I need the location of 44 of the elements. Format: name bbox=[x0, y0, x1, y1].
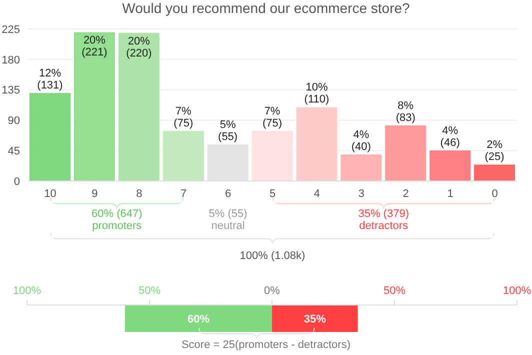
x-tick-label: 0% bbox=[264, 285, 280, 297]
x-tick-label: 10 bbox=[44, 188, 56, 200]
data-label: 12% (131) bbox=[37, 68, 63, 92]
text: promoters bbox=[91, 220, 143, 232]
text: neutral bbox=[210, 220, 246, 232]
x-tick-label: 100% bbox=[12, 285, 42, 297]
data-label: 35% bbox=[304, 314, 326, 326]
x-tick-label: 9 bbox=[92, 188, 98, 200]
x-tick-label: 0 bbox=[492, 188, 498, 200]
data-label: 5% (55) bbox=[218, 118, 238, 143]
text: 35% (379) bbox=[357, 208, 410, 220]
x-tick-label: 6 bbox=[224, 188, 232, 200]
data-label: 10% (110) bbox=[304, 82, 330, 106]
x-tick-label: 4 bbox=[314, 188, 320, 200]
y-tick-label: 225 bbox=[2, 24, 20, 36]
x-tick-label: 100% bbox=[502, 285, 532, 297]
text: 5% (55) bbox=[208, 208, 248, 220]
data-label: 60% bbox=[187, 314, 210, 326]
data-label: 4% (40) bbox=[351, 128, 371, 153]
data-label: 2% (25) bbox=[484, 139, 504, 164]
y-tick-label: 0 bbox=[14, 176, 20, 188]
x-tick-label: 3 bbox=[358, 188, 364, 200]
y-tick-label: 90 bbox=[8, 115, 20, 128]
y-tick-label: 45 bbox=[8, 146, 20, 158]
x-tick-label: 2 bbox=[402, 188, 409, 200]
x-tick-label: 50% bbox=[383, 285, 406, 297]
chart-title: Would you recommend our ecommerce store? bbox=[121, 0, 411, 16]
data-label: 8% (83) bbox=[396, 100, 416, 124]
x-tick-label: 5 bbox=[269, 188, 276, 200]
text: 100% (1.08k) bbox=[238, 250, 306, 262]
x-tick-label: 1 bbox=[447, 188, 454, 200]
data-label: 7% (75) bbox=[262, 105, 282, 130]
data-label: 7% (75) bbox=[174, 105, 194, 130]
data-label: 4% (46) bbox=[440, 124, 460, 149]
x-tick-label: 50% bbox=[138, 285, 161, 297]
data-label: 20% (221) bbox=[82, 34, 108, 59]
y-tick-label: 180 bbox=[2, 54, 20, 66]
x-tick-label: 7 bbox=[180, 188, 187, 200]
x-tick-label: 8 bbox=[136, 188, 142, 200]
text: detractors bbox=[358, 220, 410, 232]
text: 60% (647) bbox=[90, 208, 144, 220]
y-tick-label: 135 bbox=[2, 84, 20, 97]
data-label: 20% (220) bbox=[126, 35, 152, 60]
annotation: Score = 25(promoters - detractors) bbox=[180, 339, 352, 351]
